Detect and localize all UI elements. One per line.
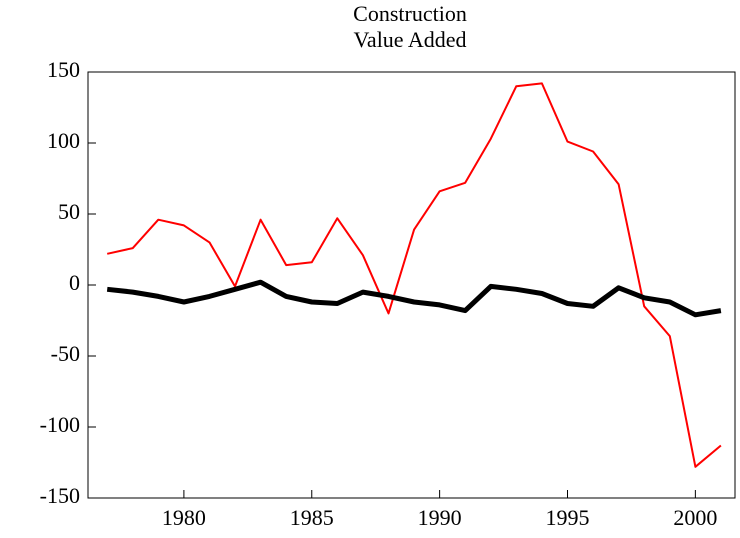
y-tick-label: 150 bbox=[47, 57, 80, 82]
x-tick-label: 1995 bbox=[545, 505, 589, 530]
x-tick-label: 1990 bbox=[418, 505, 462, 530]
x-tick-label: 2000 bbox=[673, 505, 717, 530]
y-tick-label: 100 bbox=[47, 128, 80, 153]
data-line bbox=[106, 279, 722, 318]
chart-title: Value Added bbox=[353, 27, 466, 52]
y-tick-label: 50 bbox=[58, 199, 80, 224]
plot-frame bbox=[87, 71, 736, 499]
y-tick-label: -50 bbox=[51, 341, 80, 366]
chart-title: Construction bbox=[353, 1, 467, 26]
data-line bbox=[106, 82, 722, 468]
y-tick-label: -100 bbox=[40, 412, 80, 437]
x-tick-label: 1985 bbox=[290, 505, 334, 530]
x-tick-label: 1980 bbox=[162, 505, 206, 530]
y-tick-label: -150 bbox=[40, 483, 80, 508]
y-tick-label: 0 bbox=[69, 270, 80, 295]
